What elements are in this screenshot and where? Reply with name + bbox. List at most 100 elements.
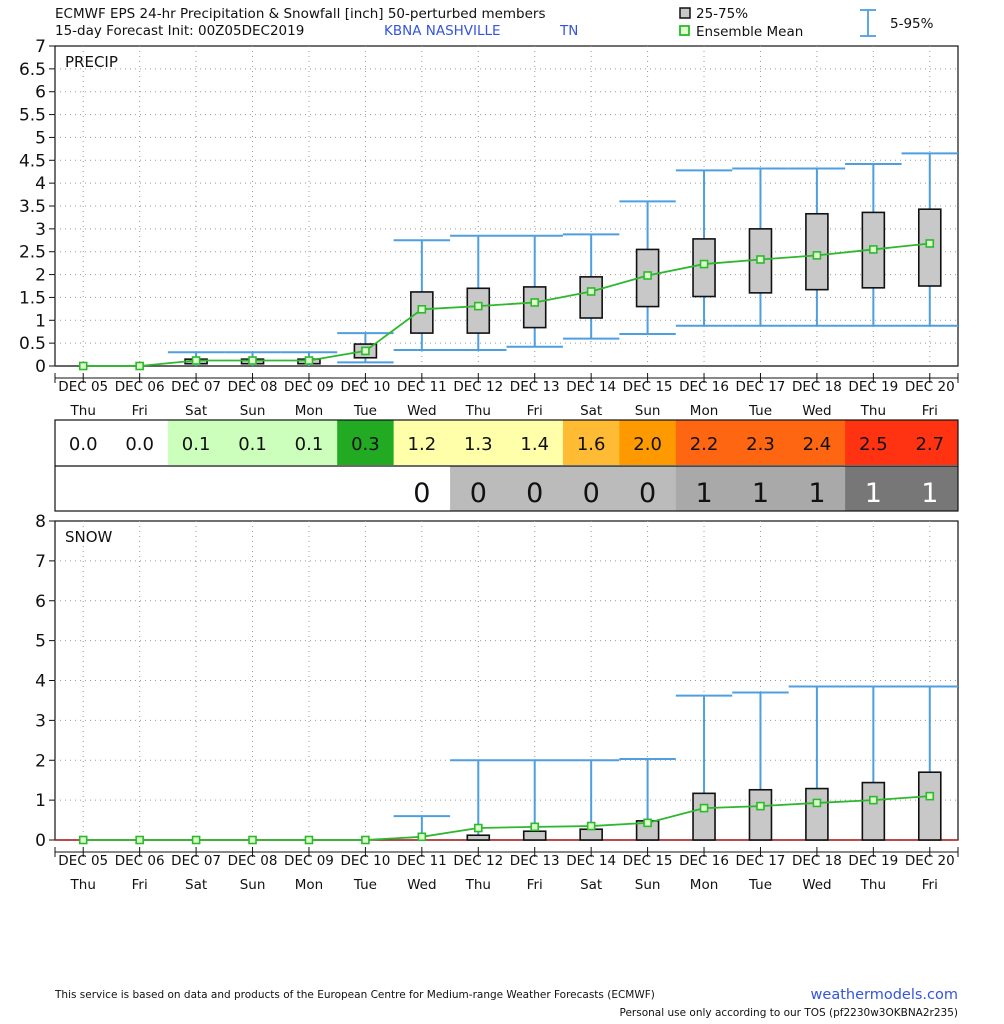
snow-panel-title: SNOW [65,528,113,546]
precip-y-tick-label: 2 [35,266,46,286]
precip-total-value: 0.1 [295,434,324,455]
precip-y-tick-label: 0 [35,357,46,377]
precip-total-value: 0.3 [351,434,380,455]
snow-x-tick-label: DEC 08 [228,853,278,869]
precip-weekday-label: Mon [295,403,323,419]
snow-total-value: 0 [583,478,600,509]
snow-x-tick-label: DEC 15 [623,853,673,869]
table-cell [506,420,564,465]
table-cell [788,466,846,511]
precip-y-tick-label: 6.5 [19,60,46,80]
snow-y-tick-label: 5 [35,632,46,652]
table-cell [675,466,733,511]
precip-mean-marker [417,305,427,314]
snow-x-tick-label: DEC 09 [284,853,334,869]
precip-total-value: 0.1 [182,434,211,455]
snow-y-tick-label: 0 [35,831,46,851]
precip-weekday-label: Thu [70,403,96,419]
table-cell [55,466,112,511]
table-cell [393,466,451,511]
precip-total-value: 0.0 [69,434,98,455]
snow-weekday-label: Sun [635,877,661,893]
table-cell [111,466,169,511]
table-cell [901,466,959,511]
snow-iqr-box [466,834,491,841]
snow-mean-marker [135,835,144,845]
snow-mean-marker [925,791,935,801]
table-cell [167,420,225,465]
precip-mean-marker [643,271,652,280]
table-cell [337,466,395,511]
snow-weekday-label: Sat [580,877,602,893]
snow-weekday-label: Sat [185,877,207,893]
precip-y-tick-label: 3 [35,220,46,240]
precip-mean-marker [530,298,540,307]
precip-mean-marker [473,301,483,311]
legend-box-label: 25-75% [696,6,748,22]
precip-total-value: 2.7 [915,434,944,455]
precip-x-tick-label: DEC 05 [58,379,108,395]
precip-x-tick-label: DEC 20 [905,379,955,395]
snow-mean-marker [699,803,709,813]
precip-y-tick-label: 5 [35,128,46,148]
precip-iqr-box [466,287,491,334]
table-cell [845,420,902,465]
snow-x-tick-label: DEC 10 [340,853,390,869]
snow-x-tick-label: DEC 16 [679,853,729,869]
table-cell [337,420,395,465]
precip-total-value: 1.4 [520,434,549,455]
snow-weekday-label: Mon [295,877,323,893]
snow-y-tick-label: 1 [35,791,46,811]
snow-x-tick-label: DEC 20 [905,853,955,869]
table-cell [280,466,338,511]
precip-mean-marker [191,356,201,365]
precip-iqr-box [579,276,603,319]
precip-weekday-label: Wed [802,403,831,419]
precip-weekday-label: Sat [185,403,207,419]
snow-total-value: 1 [865,478,882,509]
precip-y-tick-label: 2.5 [19,243,46,263]
precip-weekday-label: Fri [132,403,148,419]
precip-weekday-label: Wed [407,403,436,419]
precip-weekday-label: Tue [748,403,772,419]
precip-total-value: 1.6 [577,434,606,455]
snow-weekday-label: Wed [407,877,436,893]
table-cell [732,466,790,511]
snow-x-tick-label: DEC 05 [58,853,108,869]
snow-weekday-label: Thu [70,877,96,893]
precip-y-tick-label: 1 [35,311,46,331]
snow-weekday-label: Mon [690,877,718,893]
precip-y-tick-label: 1.5 [19,288,46,308]
snow-weekday-label: Tue [353,877,377,893]
precip-weekday-label: Tue [353,403,377,419]
precip-mean-marker [304,356,314,365]
precip-mean-marker [699,259,709,269]
snow-total-value: 1 [695,478,712,509]
snow-total-value: 0 [526,478,543,509]
site-link[interactable]: weathermodels.com [810,987,958,1003]
snow-y-tick-label: 3 [35,711,46,731]
precip-mean-line [83,242,930,367]
snow-total-value: 0 [639,478,656,509]
snow-y-tick-label: 6 [35,592,46,612]
table-cell [393,420,451,465]
snow-total-value: 0 [413,478,430,509]
snow-mean-line [83,795,930,841]
precip-weekday-label: Thu [860,403,886,419]
snow-mean-marker [361,835,370,845]
precip-x-tick-label: DEC 08 [228,379,278,395]
precip-weekday-label: Fri [527,403,543,419]
precip-y-tick-label: 3.5 [19,197,46,217]
snow-x-tick-label: DEC 13 [510,853,560,869]
precip-total-value: 0.1 [238,434,267,455]
precip-x-tick-label: DEC 17 [736,379,786,395]
snow-x-tick-label: DEC 14 [566,853,616,869]
precip-total-value: 1.2 [408,434,437,455]
snow-iqr-box [579,828,603,841]
snow-mean-marker [417,832,427,842]
snow-x-tick-label: DEC 11 [397,853,447,869]
snow-x-tick-label: DEC 17 [736,853,786,869]
precip-mean-marker [869,245,878,254]
precip-x-tick-label: DEC 14 [566,379,616,395]
precip-weekday-label: Sun [240,403,266,419]
